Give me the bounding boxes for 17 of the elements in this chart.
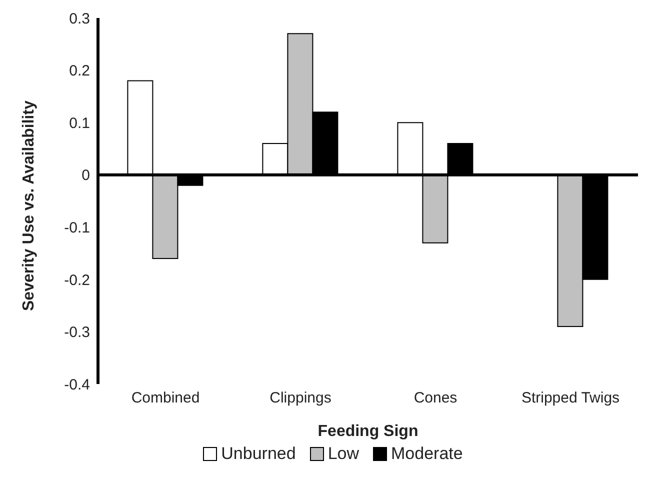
x-axis-title: Feeding Sign xyxy=(318,423,418,440)
x-tick-label: Combined xyxy=(131,390,200,407)
x-tick-label: Stripped Twigs xyxy=(521,390,620,407)
y-axis-title: Severity Use vs. Availability xyxy=(20,100,38,311)
y-tick-label: 0.1 xyxy=(69,114,90,132)
y-tick-label: 0.2 xyxy=(69,62,90,80)
x-tick-label: Clippings xyxy=(270,390,332,407)
legend-label: Unburned xyxy=(221,444,296,464)
x-tick-label: Cones xyxy=(414,390,458,407)
y-tick-label: 0.3 xyxy=(69,10,90,28)
y-tick-label: -0.4 xyxy=(64,376,90,394)
y-tick-label: -0.2 xyxy=(64,272,90,289)
y-tick-label: -0.3 xyxy=(64,324,90,342)
legend-label: Low xyxy=(328,444,360,464)
y-tick-label: 0 xyxy=(82,167,90,184)
y-tick-label: -0.1 xyxy=(64,219,90,236)
legend-label: Moderate xyxy=(391,444,463,464)
